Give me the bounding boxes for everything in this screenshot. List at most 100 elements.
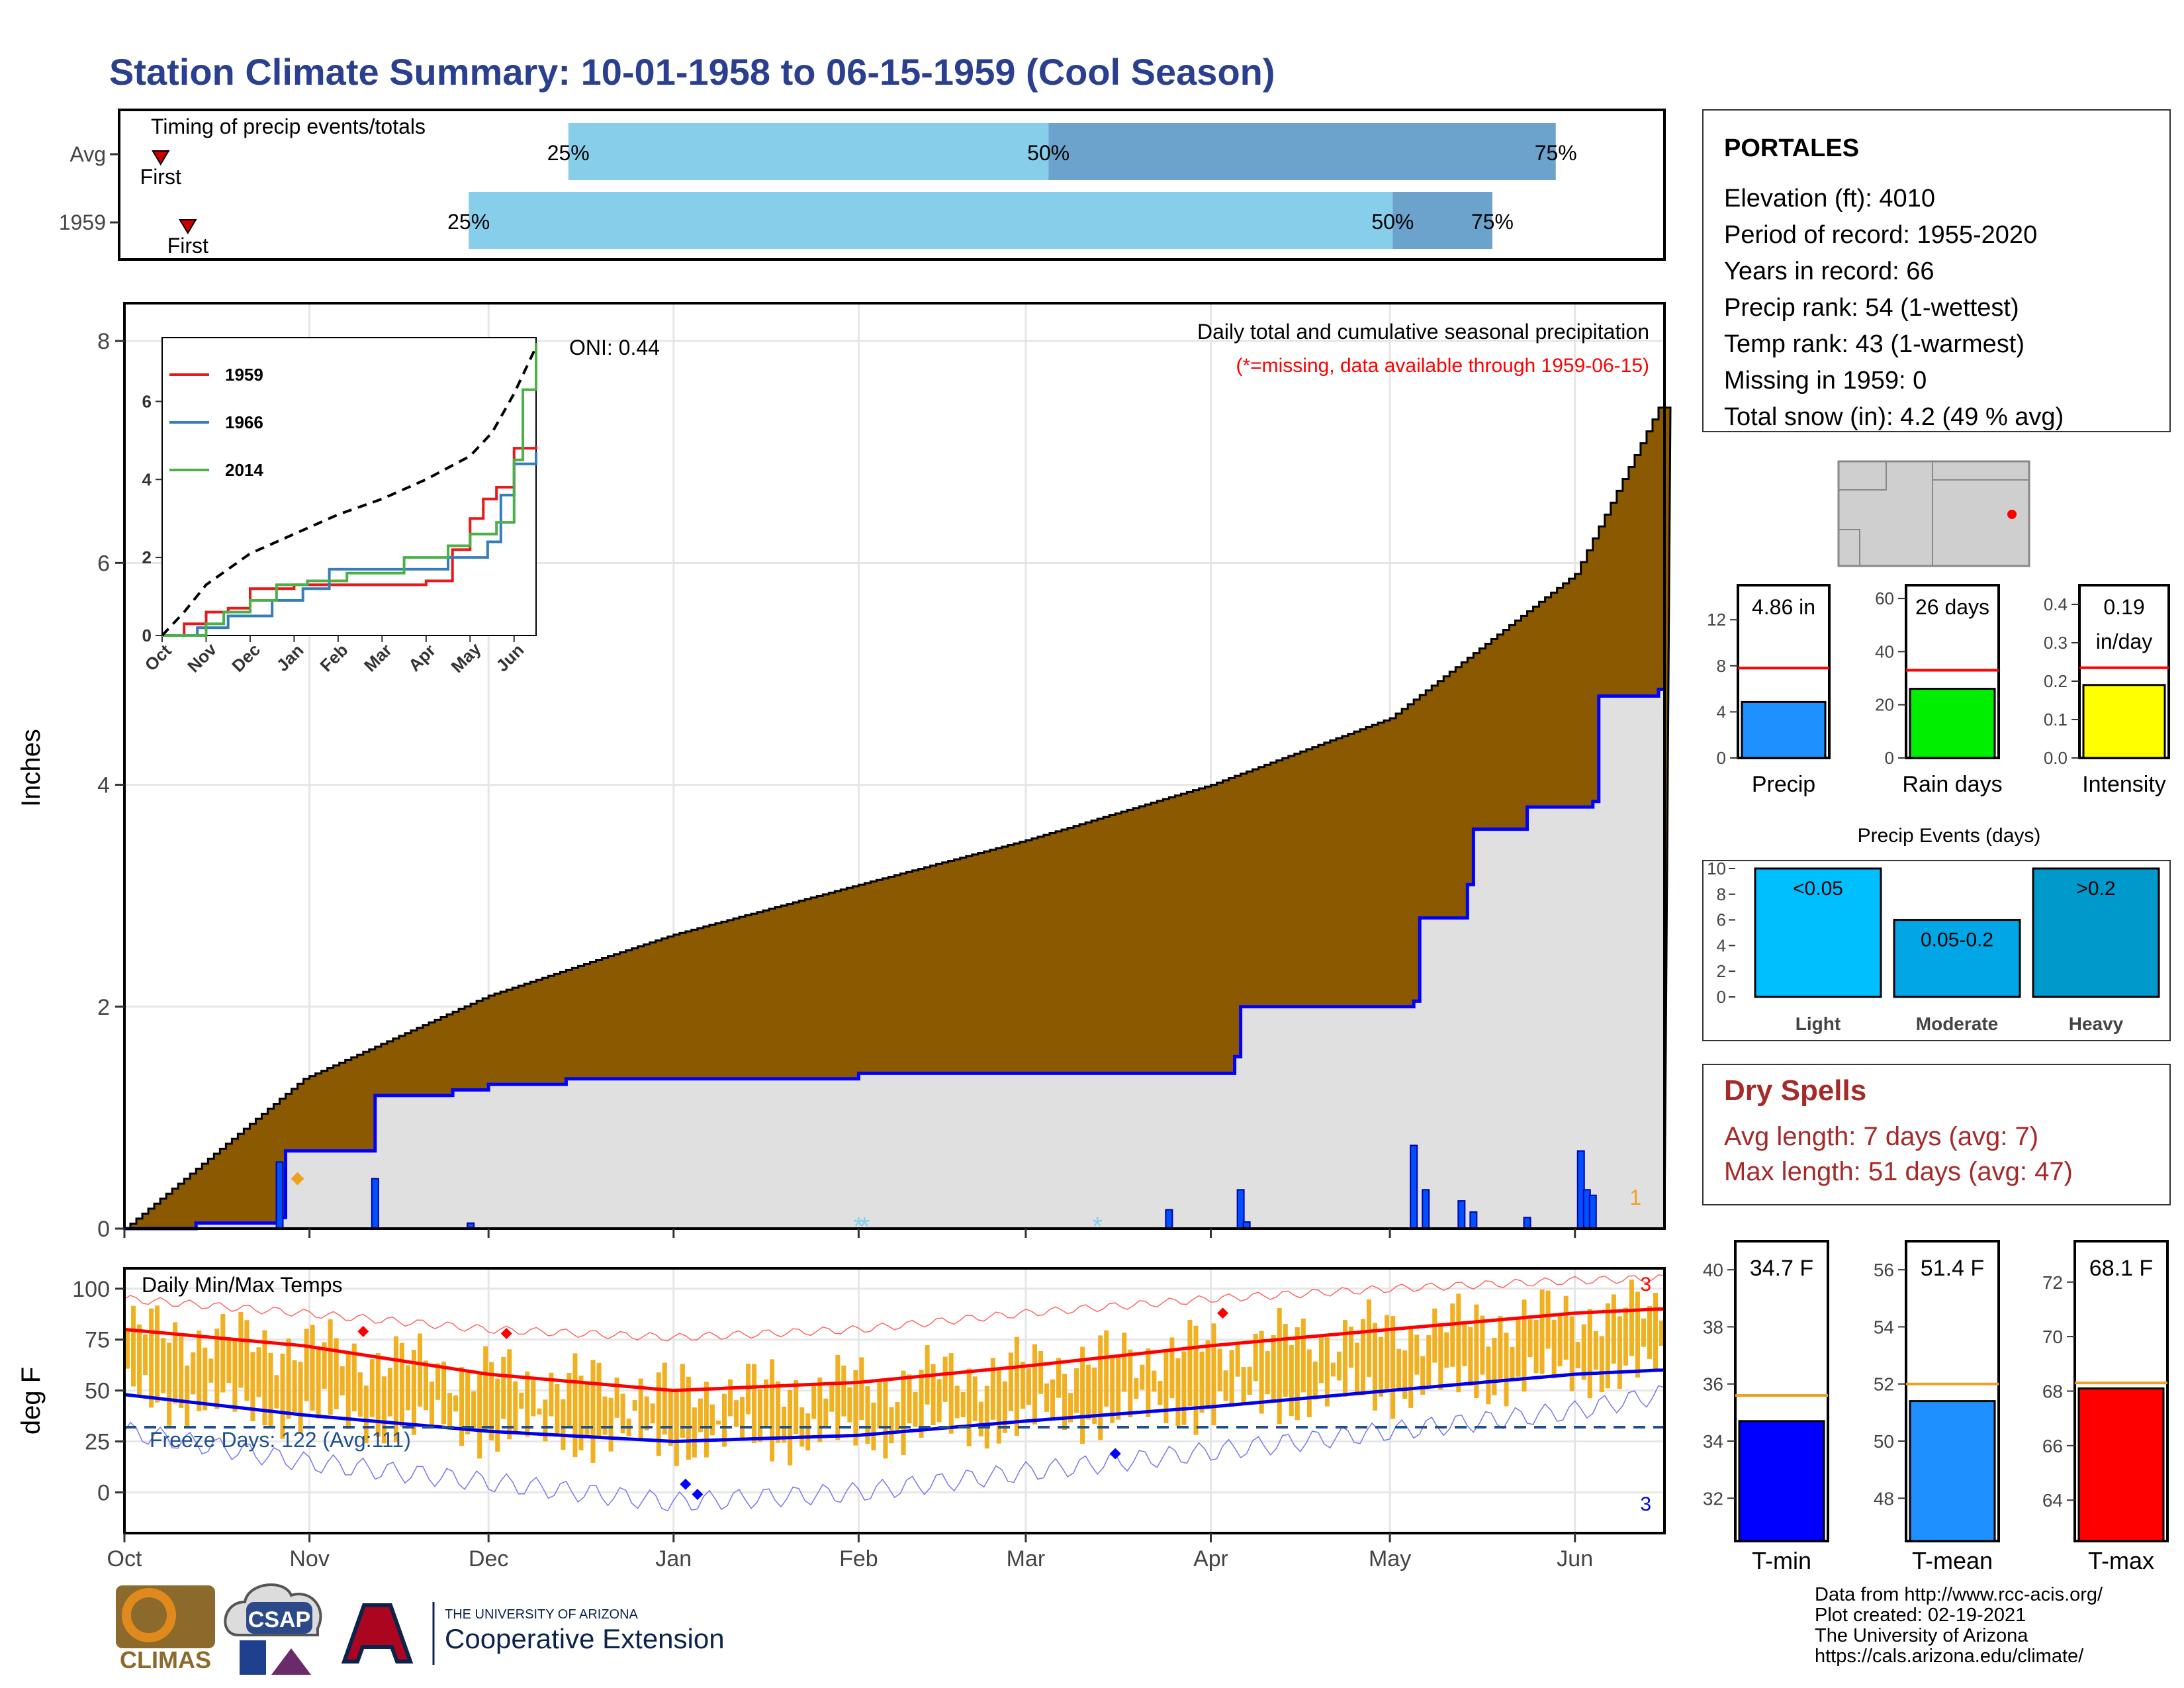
small-bar-value bbox=[1909, 688, 1996, 759]
daily-temp-bar bbox=[1563, 1295, 1569, 1360]
daily-temp-bar bbox=[250, 1352, 255, 1422]
record-low-marker bbox=[680, 1478, 692, 1490]
daily-temp-bar bbox=[931, 1364, 936, 1425]
x-tick-label: Jun bbox=[1557, 1546, 1593, 1571]
daily-temp-bar bbox=[357, 1372, 363, 1417]
daily-temp-bar bbox=[435, 1363, 441, 1400]
dry-spells-title: Dry Spells bbox=[1724, 1074, 1866, 1107]
inset-legend-label: 2014 bbox=[225, 460, 263, 480]
daily-temp-bar bbox=[692, 1407, 697, 1458]
precip-plot: *** bbox=[124, 406, 1672, 1241]
daily-temp-bar bbox=[1354, 1342, 1360, 1392]
daily-temp-bar bbox=[1569, 1316, 1574, 1391]
temp-bar-label: T-max bbox=[2088, 1547, 2154, 1574]
daily-temp-bar bbox=[841, 1365, 846, 1417]
daily-temp-bar bbox=[674, 1388, 679, 1466]
logo-csap: CSAP bbox=[224, 1583, 322, 1675]
small-bar-value-unit: in/day bbox=[2096, 630, 2152, 653]
ua-big-text: Cooperative Extension bbox=[445, 1623, 725, 1654]
events-category-label: Light bbox=[1796, 1013, 1841, 1034]
daily-temp-bar bbox=[220, 1313, 226, 1393]
daily-temp-bar bbox=[715, 1421, 721, 1425]
daily-temp-bar bbox=[721, 1393, 727, 1447]
daily-temp-bar bbox=[650, 1403, 655, 1424]
daily-temp-bar bbox=[185, 1365, 190, 1427]
temp-bar-tick-label: 32 bbox=[1703, 1488, 1723, 1509]
first-event-label: First bbox=[167, 234, 208, 258]
daily-temp-bar bbox=[465, 1370, 471, 1434]
daily-temp-bar bbox=[1385, 1315, 1390, 1393]
daily-temp-bar bbox=[173, 1322, 178, 1404]
temp-bar-value bbox=[1738, 1420, 1825, 1542]
events-category-label: Heavy bbox=[2069, 1013, 2124, 1034]
daily-precip-bar bbox=[1523, 1217, 1531, 1229]
daily-temp-bar bbox=[423, 1360, 428, 1411]
timing-bar-50-75-Avg bbox=[1048, 123, 1556, 180]
record-high-marker bbox=[357, 1325, 369, 1337]
daily-temp-bar bbox=[471, 1391, 477, 1430]
daily-temp-bar bbox=[960, 1391, 966, 1417]
temp-top-count: 3 bbox=[1640, 1274, 1651, 1295]
daily-temp-bar bbox=[1032, 1344, 1037, 1425]
daily-temp-bar bbox=[1474, 1304, 1479, 1399]
daily-temp-bar bbox=[411, 1350, 416, 1435]
daily-temp-bar bbox=[244, 1320, 250, 1401]
daily-temp-bar bbox=[399, 1342, 404, 1427]
daily-temp-bar bbox=[686, 1376, 691, 1460]
station-lines: Elevation (ft): 4010 Period of record: 19… bbox=[1724, 185, 2064, 431]
daily-temp-bar bbox=[208, 1358, 214, 1383]
daily-temp-bar bbox=[334, 1338, 339, 1409]
daily-temp-bar bbox=[1098, 1335, 1103, 1440]
small-bar-label: Intensity bbox=[2082, 772, 2166, 797]
daily-temp-bar bbox=[572, 1353, 578, 1458]
daily-temp-bar bbox=[1438, 1323, 1443, 1390]
daily-temp-bar bbox=[1623, 1307, 1628, 1366]
daily-temp-bar bbox=[1492, 1337, 1497, 1395]
daily-temp-bar bbox=[1187, 1319, 1193, 1406]
small-bar-tick-label: 0.0 bbox=[2044, 748, 2068, 768]
daily-temp-bar bbox=[668, 1388, 673, 1446]
daily-temp-bar bbox=[149, 1308, 154, 1408]
timing-pct-label: 25% bbox=[447, 210, 490, 234]
daily-temp-bar bbox=[405, 1365, 410, 1411]
daily-temp-bar bbox=[1593, 1331, 1598, 1370]
daily-temp-bar bbox=[1283, 1323, 1288, 1397]
events-bar-light bbox=[1754, 867, 1882, 998]
daily-temp-bar bbox=[268, 1352, 273, 1427]
daily-temp-bar bbox=[1367, 1299, 1372, 1378]
timing-panel: Timing of precip events/totals Avg 1959 … bbox=[59, 109, 1821, 261]
daily-temp-bar bbox=[1265, 1351, 1270, 1395]
logo-climas-text: CLIMAS bbox=[120, 1646, 211, 1673]
location-map bbox=[1837, 460, 2030, 567]
small-bar-intensity: 0.0 0.1 0.2 0.3 0.4 0.19 in/day Intensity bbox=[2044, 584, 2170, 797]
daily-temp-bar bbox=[453, 1395, 459, 1412]
inset-legend: 1959 1966 2014 bbox=[169, 365, 263, 480]
daily-temp-bar bbox=[531, 1378, 536, 1417]
record-low-marker bbox=[692, 1489, 704, 1501]
events-bars: 0 2 4 6 8 10 <0.05 Light 0.05-0.2 Moderate >0.2 Hea… bbox=[1707, 859, 2160, 1034]
small-bar-tick-label: 0 bbox=[1885, 748, 1894, 768]
timing-pct-label: 50% bbox=[1027, 141, 1069, 165]
temp-bar-value-label: 68.1 F bbox=[2089, 1256, 2153, 1281]
small-bar-tick-label: 0.4 bbox=[2044, 594, 2068, 614]
daily-temp-bar bbox=[895, 1401, 900, 1432]
daily-temp-bar bbox=[1056, 1358, 1062, 1398]
small-bar-value bbox=[1741, 700, 1827, 759]
station-name: PORTALES bbox=[1724, 134, 1859, 162]
events-bar-heavy bbox=[2032, 867, 2160, 998]
events-bar-label: <0.05 bbox=[1793, 878, 1843, 900]
daily-temp-bar bbox=[316, 1349, 321, 1419]
daily-temp-bar bbox=[1498, 1316, 1503, 1380]
x-tick-label: Jan bbox=[655, 1546, 692, 1571]
daily-temp-bar bbox=[1450, 1303, 1455, 1367]
daily-temp-bar bbox=[614, 1378, 619, 1418]
events-tick-label: 0 bbox=[1717, 987, 1726, 1007]
daily-temp-bar bbox=[280, 1353, 285, 1439]
daily-temp-bar bbox=[1653, 1293, 1658, 1372]
daily-temp-bar bbox=[680, 1364, 685, 1438]
daily-temp-bar bbox=[513, 1381, 518, 1432]
daily-temp-bar bbox=[381, 1376, 387, 1444]
daily-temp-bar bbox=[972, 1376, 978, 1421]
daily-temp-bar bbox=[954, 1385, 960, 1419]
dry-spells-avg: Avg length: 7 days (avg: 7) bbox=[1724, 1122, 2038, 1151]
